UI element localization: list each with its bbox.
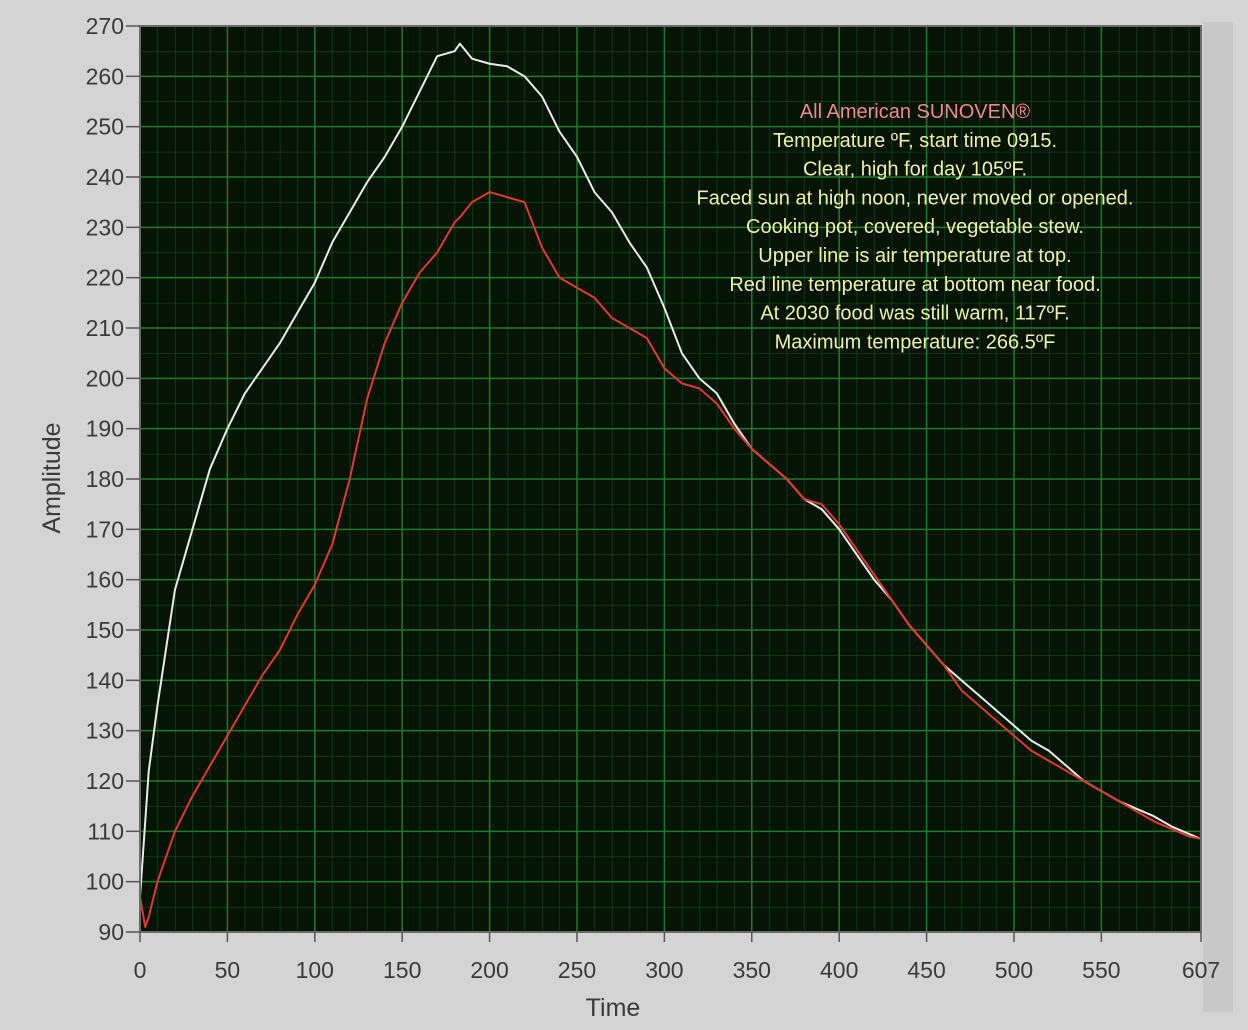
annotation: Upper line is air temperature at top.	[758, 245, 1072, 267]
y-tick-label: 130	[86, 718, 124, 744]
annotation: Red line temperature at bottom near food…	[729, 274, 1100, 296]
data-line	[139, 42, 1202, 897]
x-tick-label: 607	[1182, 957, 1220, 983]
x-tick-label: 550	[1082, 957, 1120, 983]
y-tick-label: 250	[86, 114, 124, 140]
data-line	[139, 191, 1202, 928]
y-axis-title: Amplitude	[38, 422, 66, 533]
annotation: Faced sun at high noon, never moved or o…	[697, 187, 1134, 209]
x-tick-label: 100	[296, 957, 334, 983]
annotation: Temperature ºF, start time 0915.	[773, 130, 1057, 152]
annotation: All American SUNOVEN®	[800, 101, 1031, 123]
x-tick-label: 400	[820, 957, 858, 983]
x-tick-label: 50	[215, 957, 241, 983]
x-tick-label: 300	[645, 957, 683, 983]
x-tick-label: 0	[134, 957, 147, 983]
y-tick-label: 230	[86, 214, 124, 240]
y-tick-label: 210	[86, 315, 124, 341]
y-tick-label: 190	[86, 416, 124, 442]
y-tick-label: 260	[86, 63, 124, 89]
y-tick-label: 90	[98, 919, 124, 945]
y-tick-label: 220	[86, 265, 124, 291]
y-tick-label: 100	[86, 869, 124, 895]
y-tick-label: 150	[86, 617, 124, 643]
x-tick-label: 250	[558, 957, 596, 983]
annotation: Cooking pot, covered, vegetable stew.	[746, 216, 1084, 238]
x-axis-title: Time	[586, 994, 641, 1022]
x-tick-label: 200	[470, 957, 508, 983]
y-tick-label: 240	[86, 164, 124, 190]
annotation: Maximum temperature: 266.5ºF	[775, 331, 1056, 353]
frame-edge	[1203, 22, 1233, 1012]
y-tick-label: 270	[86, 13, 124, 39]
annotation: Clear, high for day 105ºF.	[803, 159, 1027, 181]
y-tick-label: 160	[86, 567, 124, 593]
y-tick-label: 140	[86, 667, 124, 693]
annotation: At 2030 food was still warm, 117ºF.	[760, 303, 1069, 325]
y-tick-label: 110	[87, 818, 124, 844]
y-tick-label: 120	[86, 768, 124, 794]
y-tick-label: 180	[86, 466, 124, 492]
x-tick-label: 450	[907, 957, 945, 983]
y-tick-label: 200	[86, 365, 124, 391]
x-tick-label: 350	[733, 957, 771, 983]
y-tick-label: 170	[86, 516, 124, 542]
x-tick-label: 150	[383, 957, 421, 983]
x-tick-label: 500	[995, 957, 1033, 983]
